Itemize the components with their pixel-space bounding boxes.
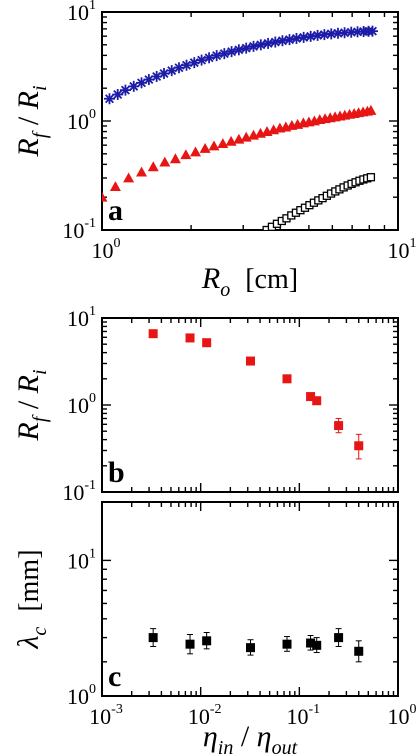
series-0: [148, 329, 364, 460]
data-point: [185, 639, 195, 649]
x-axis-title: ηin / ηout: [203, 720, 298, 755]
y-tick-label: 100: [67, 107, 96, 134]
data-point: [246, 643, 256, 653]
data-point: [290, 32, 302, 44]
data-point: [199, 142, 211, 153]
data-point: [226, 46, 238, 58]
data-point: [202, 338, 212, 348]
series-2: [262, 173, 376, 230]
data-point: [166, 65, 178, 77]
data-points: [148, 628, 364, 663]
data-point: [312, 640, 322, 650]
data-point: [354, 441, 364, 451]
data-point: [185, 333, 195, 343]
x-tick-label: 100: [388, 702, 416, 729]
x-tick-label: 10-1: [286, 702, 320, 729]
data-point: [282, 374, 292, 384]
data-point: [217, 138, 229, 149]
data-point: [103, 93, 115, 105]
data-point: [246, 356, 256, 366]
series-0: [103, 25, 378, 105]
x-tick-label: 101: [388, 236, 416, 263]
data-point: [233, 44, 245, 56]
data-point: [181, 59, 193, 71]
data-point: [136, 166, 148, 177]
panel-label: b: [108, 456, 125, 489]
data-point: [203, 52, 215, 64]
data-point: [119, 84, 131, 96]
y-tick-label: 101: [67, 0, 96, 25]
data-point: [269, 36, 281, 48]
data-point: [306, 638, 316, 648]
data-point: [365, 104, 377, 115]
data-point: [334, 633, 344, 643]
data-point: [102, 191, 108, 202]
panel-label: c: [108, 660, 121, 693]
x-tick-label: 100: [92, 236, 121, 263]
data-point: [366, 173, 376, 182]
axes-frame: [101, 317, 399, 493]
data-point: [112, 89, 124, 101]
y-tick-label: 101: [67, 304, 96, 331]
data-point: [312, 396, 322, 406]
data-point: [248, 40, 260, 52]
axes-frame: [101, 501, 399, 697]
y-axis-title: λc [mm]: [12, 549, 51, 649]
data-points: [148, 329, 364, 460]
axis-ticks: [101, 11, 399, 231]
y-tick-label: 10-1: [62, 216, 96, 243]
data-point: [334, 421, 344, 431]
data-point: [298, 31, 310, 43]
data-point: [218, 48, 230, 60]
data-point: [147, 161, 159, 172]
data-point: [276, 35, 288, 47]
data-point: [128, 80, 140, 92]
data-point: [148, 329, 158, 339]
data-point: [255, 39, 267, 51]
panel-b: 10-1 100 101 Rf / Ri b: [12, 304, 399, 505]
data-point: [354, 646, 364, 656]
series-1: [102, 104, 377, 202]
data-point: [240, 42, 252, 54]
data-point: [196, 54, 208, 66]
data-points: [102, 25, 378, 230]
y-axis-title: Rf / Ri: [12, 369, 51, 441]
y-tick-label: 10-1: [62, 478, 96, 505]
data-point: [262, 225, 271, 230]
data-point: [169, 153, 181, 164]
data-point: [202, 636, 212, 646]
data-point: [109, 181, 121, 192]
data-point: [211, 50, 223, 62]
panel-c: 100 101 10-3 10-2 10-1 100 λc [mm] ηin / ηout c: [12, 501, 416, 755]
x-tick-label: 10-3: [89, 702, 123, 729]
panel-label: a: [108, 194, 123, 227]
data-point: [262, 37, 274, 49]
data-point: [123, 172, 135, 183]
data-point: [282, 639, 292, 649]
data-point: [366, 25, 378, 37]
series-0: [148, 628, 364, 663]
y-axis-title: Rf / Ri: [12, 85, 51, 157]
data-point: [305, 30, 317, 42]
y-tick-label: 100: [67, 682, 96, 709]
y-tick-label: 100: [67, 391, 96, 418]
data-point: [148, 633, 158, 643]
data-point: [208, 140, 220, 151]
data-point: [190, 146, 202, 157]
data-point: [180, 149, 192, 160]
x-axis-title: Ro [cm]: [201, 262, 298, 301]
data-point: [159, 156, 171, 167]
axis-ticks: [101, 501, 399, 697]
y-tick-label: 101: [67, 546, 96, 573]
data-point: [284, 34, 296, 46]
x-tick-label: 10-2: [188, 702, 222, 729]
axis-ticks: [101, 317, 399, 493]
data-point: [306, 392, 316, 402]
